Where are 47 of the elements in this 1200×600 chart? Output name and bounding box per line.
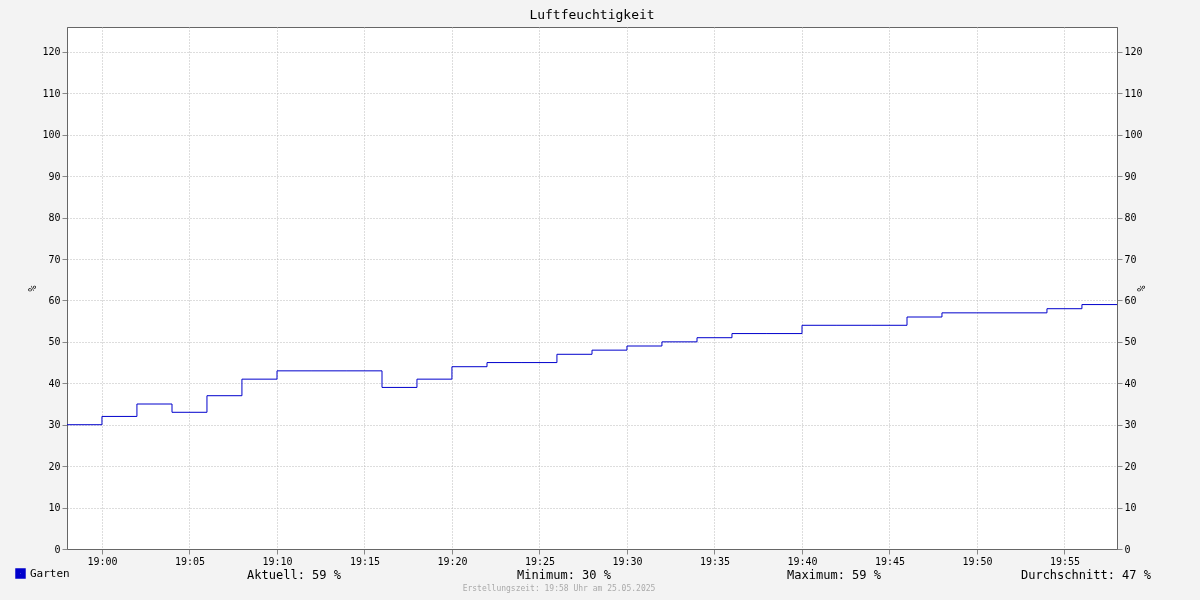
y2-tick-label: 100 [1124, 129, 1143, 141]
x-tick-label: 19:00 [87, 555, 118, 567]
y-tick-label: 10 [48, 502, 61, 514]
text: Maximum: 59 % [787, 568, 882, 582]
y-tick-label: 40 [48, 377, 61, 389]
text: Aktuell: 59 % [247, 568, 342, 582]
y-tick-label: 20 [48, 460, 61, 472]
x-tick-label: 19:45 [874, 555, 906, 567]
y2-tick-label: 70 [1124, 253, 1137, 265]
y2-tick-label: 110 [1124, 87, 1143, 99]
text: Durchschnitt: 47 % [1020, 568, 1152, 582]
y-tick-label: 80 [48, 212, 61, 224]
x-tick-label: 19:30 [612, 555, 643, 567]
legend-label: Garten [30, 566, 70, 580]
text: Erstellungszeit: 19:58 Uhr am 25.05.2025 [462, 584, 656, 593]
y-tick-label: 50 [48, 336, 61, 348]
y2-tick-label: 50 [1124, 336, 1137, 348]
x-tick-label: 19:35 [699, 555, 730, 567]
y2-axis-title: % [1135, 285, 1147, 292]
y2-tick-label: 90 [1124, 170, 1137, 182]
chart-title: Luftfeuchtigkeit [529, 7, 655, 23]
text: Minimum: 30 % [517, 568, 612, 582]
y-tick-label: 70 [48, 253, 61, 265]
y-tick-label: 30 [48, 419, 61, 431]
y2-tick-label: 30 [1124, 419, 1137, 431]
y2-tick-label: 20 [1124, 460, 1137, 472]
x-tick-label: 19:55 [1049, 555, 1081, 567]
y-tick-label: 60 [48, 294, 61, 306]
y2-tick-label: 10 [1124, 502, 1137, 514]
y-tick-label: 100 [42, 129, 61, 141]
x-tick-label: 19:40 [787, 555, 818, 567]
y2-tick-label: 60 [1124, 294, 1137, 306]
y2-tick-label: 80 [1124, 212, 1137, 224]
x-tick-label: 19:10 [262, 555, 293, 567]
x-tick-label: 19:25 [524, 555, 556, 567]
y-axis-title: % [27, 285, 39, 292]
y2-tick-label: 40 [1124, 377, 1137, 389]
y2-tick-label: 120 [1124, 46, 1143, 58]
x-tick-label: 19:20 [437, 555, 468, 567]
y-tick-label: 110 [42, 87, 61, 99]
x-tick-label: 19:15 [349, 555, 381, 567]
x-tick-label: 19:05 [174, 555, 205, 567]
y2-tick-label: 0 [1124, 543, 1131, 555]
y-tick-label: 0 [54, 543, 61, 555]
y-tick-label: 120 [42, 46, 61, 58]
y-tick-label: 90 [48, 170, 61, 182]
x-tick-label: 19:50 [962, 555, 993, 567]
